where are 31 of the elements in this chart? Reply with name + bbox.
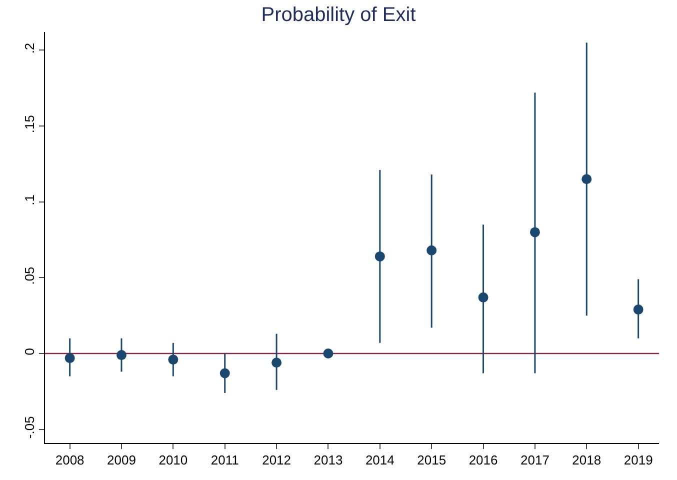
chart-title: Probability of Exit [261, 4, 416, 26]
point [426, 245, 437, 256]
y-tick-label: .1 [22, 194, 37, 206]
x-tick-label: 2008 [55, 452, 84, 468]
x-tick-label: 2017 [520, 452, 550, 468]
y-tick-label: .2 [22, 42, 37, 54]
y-tick-label: .15 [22, 115, 37, 134]
point [530, 227, 540, 238]
x-tick-label: 2013 [314, 452, 343, 468]
x-tick-label: 2015 [417, 452, 446, 468]
point [116, 350, 126, 360]
y-tick-label: .05 [22, 266, 37, 285]
point [220, 368, 230, 378]
x-tick-label: 2010 [158, 452, 188, 468]
x-tick-label: 2018 [572, 452, 602, 468]
y-tick-label: -.05 [22, 416, 37, 439]
point [64, 353, 75, 364]
x-tick-label: 2014 [365, 452, 394, 468]
x-tick-label: 2019 [624, 452, 653, 468]
point [582, 174, 592, 184]
point [633, 304, 644, 315]
point [478, 292, 488, 302]
x-tick-label: 2012 [262, 452, 291, 468]
point [374, 251, 385, 262]
y-tick-label: 0 [22, 348, 37, 356]
point [272, 358, 282, 368]
x-tick-label: 2016 [468, 452, 498, 468]
point [168, 354, 178, 365]
x-tick-label: 2011 [210, 452, 239, 468]
point [323, 348, 334, 359]
x-tick-label: 2009 [107, 452, 136, 468]
